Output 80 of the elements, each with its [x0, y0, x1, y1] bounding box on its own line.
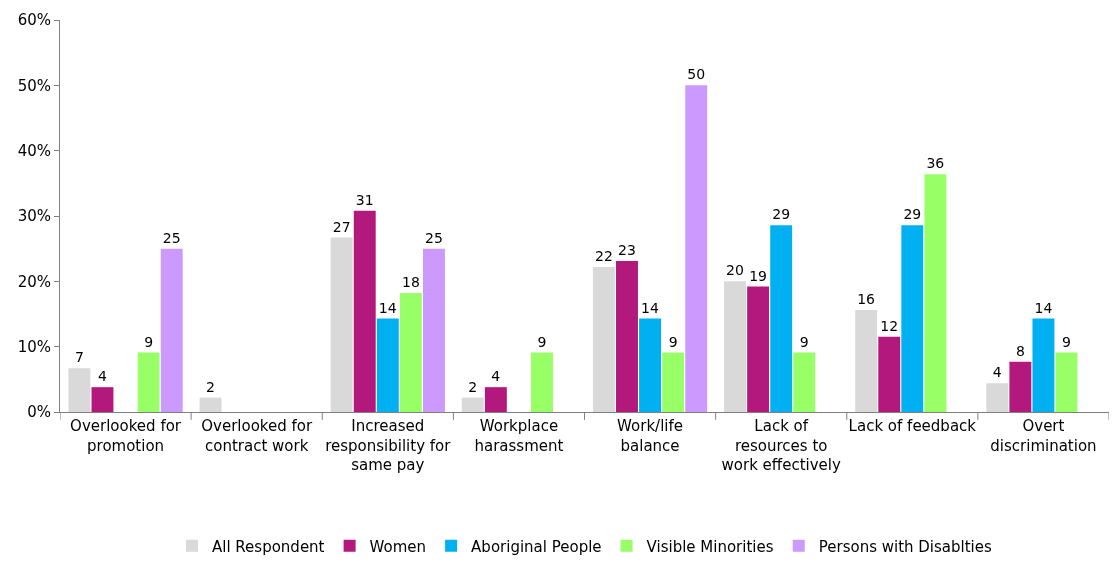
data-label: 4 [992, 364, 1002, 381]
data-label: 9 [144, 333, 154, 350]
y-tick-label: 0% [27, 403, 51, 422]
bar [924, 174, 947, 412]
data-label: 9 [1062, 333, 1071, 350]
data-label: 20 [726, 262, 744, 279]
data-label: 8 [1015, 342, 1025, 359]
x-tick-label: Lack of feedback [848, 417, 977, 435]
bar [639, 318, 662, 412]
bar [724, 281, 746, 412]
legend-label: Aboriginal People [471, 537, 602, 556]
x-tick-label: Overlooked for promotion [70, 417, 182, 455]
data-label: 19 [749, 267, 768, 284]
bar [91, 387, 114, 412]
bar [855, 310, 878, 412]
bar [1055, 352, 1078, 412]
x-tick-label: Increased responsibility for same pay [325, 417, 452, 474]
x-tick-label: Workplace harassment [474, 417, 564, 455]
data-label: 2 [468, 378, 478, 395]
data-label: 14 [378, 299, 397, 316]
data-label: 4 [491, 368, 501, 385]
y-tick-label: 20% [17, 272, 51, 291]
data-label: 14 [1034, 299, 1053, 316]
bar [1009, 361, 1032, 412]
data-label: 27 [332, 218, 351, 235]
y-tick-label: 50% [17, 76, 51, 95]
bar [747, 286, 770, 412]
data-label: 29 [903, 206, 922, 223]
bar [376, 318, 399, 412]
data-label: 23 [618, 242, 636, 259]
data-label: 16 [857, 291, 876, 308]
data-label: 2 [206, 378, 215, 395]
data-label: 25 [425, 229, 443, 246]
bar [592, 266, 615, 412]
bar [330, 237, 353, 412]
bar [685, 85, 708, 412]
bar [423, 248, 445, 412]
data-label: 9 [537, 333, 547, 350]
bar [770, 225, 793, 412]
data-label: 18 [401, 274, 420, 291]
bar [901, 225, 924, 412]
bar [199, 397, 222, 412]
data-label: 22 [594, 247, 613, 264]
data-label: 29 [772, 206, 791, 223]
bar [399, 293, 422, 412]
data-label: 4 [97, 368, 107, 385]
y-tick-label: 60% [17, 11, 51, 30]
bar [662, 352, 685, 412]
x-tick-label: Work/life balance [617, 417, 684, 455]
x-tick-label: Lack of resources to work effectively [721, 417, 841, 474]
data-label: 9 [799, 333, 809, 350]
legend-label: Women [369, 537, 427, 556]
y-tick-label: 30% [17, 207, 51, 226]
data-label: 50 [687, 66, 706, 83]
legend-label: All Respondent [212, 537, 325, 556]
x-tick-label: Overlooked for contract work [201, 417, 313, 455]
y-tick-label: 40% [17, 141, 51, 160]
bar [137, 352, 160, 412]
data-label: 36 [926, 155, 945, 172]
data-label: 25 [162, 229, 181, 246]
bar [793, 352, 816, 412]
bar [160, 248, 183, 412]
data-label: 9 [668, 333, 678, 350]
bar [68, 368, 91, 412]
legend-label: Persons with Disablties [818, 537, 992, 556]
bar [616, 261, 638, 412]
data-label: 12 [880, 317, 899, 334]
bar [353, 210, 376, 412]
bar [878, 336, 901, 412]
data-label: 7 [74, 349, 84, 366]
bar [461, 397, 484, 412]
y-tick-label: 10% [17, 337, 51, 356]
bar [484, 387, 507, 412]
bar [1032, 318, 1055, 412]
data-label: 31 [355, 191, 374, 208]
bar [986, 383, 1009, 412]
legend-label: Visible Minorities [646, 537, 774, 556]
data-label: 14 [641, 299, 660, 316]
bar [531, 352, 553, 412]
x-tick-label: Overt discrimination [990, 417, 1097, 455]
